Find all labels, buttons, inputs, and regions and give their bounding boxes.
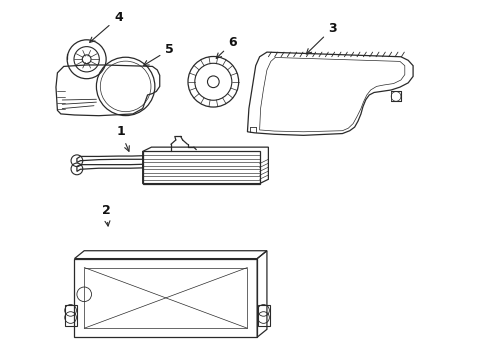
Text: 5: 5 <box>144 43 174 66</box>
Text: 3: 3 <box>306 22 337 54</box>
Text: 2: 2 <box>102 204 111 226</box>
Text: 1: 1 <box>117 125 129 151</box>
Text: 4: 4 <box>90 11 122 42</box>
Text: 6: 6 <box>216 36 237 58</box>
